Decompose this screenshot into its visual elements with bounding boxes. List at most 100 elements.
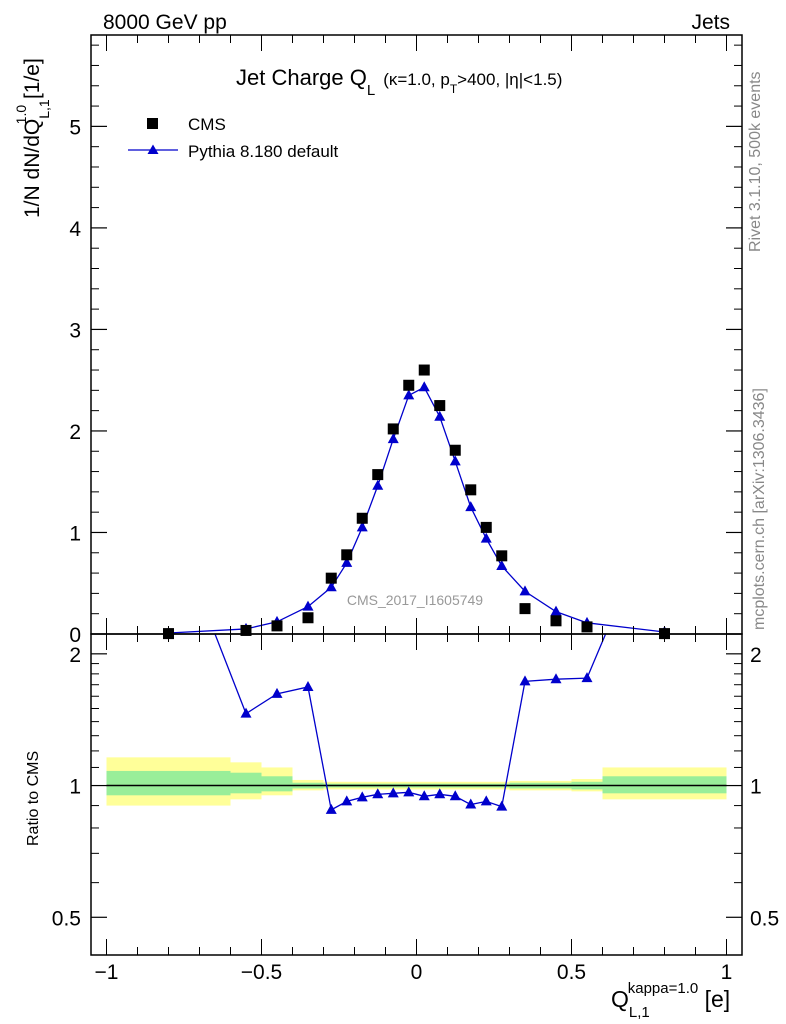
pythia-point xyxy=(356,521,368,532)
cms-point xyxy=(418,364,430,376)
main-y-tick-label: 1 xyxy=(69,522,81,545)
cms-point xyxy=(372,469,384,481)
header-energy-label: 8000 GeV pp xyxy=(103,11,227,34)
ratio-y-tick-label-right: 1 xyxy=(750,776,762,799)
ratio-panel: 0.5 0.5 1 1 2 2 −1 −0.5 0 0.5 1 Ratio to CMS QL,1 k… xyxy=(25,633,779,1021)
rivet-version-label: Rivet 3.1.10, 500k events xyxy=(747,71,764,252)
cms-point xyxy=(449,444,461,456)
ratio-pythia-point xyxy=(418,790,430,801)
ratio-pythia-point xyxy=(581,672,593,683)
main-y-tick-label: 3 xyxy=(69,319,81,342)
ratio-inner-band xyxy=(230,772,262,794)
legend-pythia-label: Pythia 8.180 default xyxy=(188,142,339,161)
xlabel-sub: L,1 xyxy=(629,1004,650,1021)
ratio-pythia-point xyxy=(480,795,492,806)
ylabel-unit: [1/e] xyxy=(21,58,44,105)
cms-point xyxy=(387,423,399,435)
pythia-point xyxy=(496,559,508,570)
cms-point xyxy=(581,621,593,633)
pythia-point xyxy=(449,455,461,466)
title-cond-b: >400, |η|<1.5) xyxy=(457,70,562,89)
xlabel-sup: kappa=1.0 xyxy=(628,980,698,997)
ratio-pythia-point xyxy=(434,788,446,799)
ratio-inner-band xyxy=(261,776,293,792)
pythia-point xyxy=(325,581,337,592)
pythia-point xyxy=(550,605,562,616)
mcplots-label: mcplots.cern.ch [arXiv:1306.3436] xyxy=(751,388,768,630)
plot-title: Jet Charge QL (κ=1.0, pT>400, |η|<1.5) xyxy=(236,65,562,99)
cms-point xyxy=(240,624,252,636)
ratio-pythia-point xyxy=(449,790,461,801)
ratio-pythia-point xyxy=(356,791,368,802)
cms-point xyxy=(519,603,531,615)
ratio-y-tick-label: 2 xyxy=(69,644,81,667)
ratio-pythia-point xyxy=(496,800,508,811)
main-y-tick-label: 5 xyxy=(69,116,81,139)
title-cond-a: (κ=1.0, p xyxy=(383,70,450,89)
cms-point xyxy=(480,521,492,533)
pythia-point xyxy=(465,501,477,512)
ratio-pythia-point xyxy=(240,707,252,718)
pythia-line xyxy=(168,386,665,634)
x-tick-label: 1 xyxy=(721,961,733,984)
x-tick-label: −1 xyxy=(95,961,119,984)
pythia-point xyxy=(434,410,446,421)
legend-pythia-marker xyxy=(147,144,159,154)
cms-point xyxy=(465,484,477,496)
ratio-pythia-line xyxy=(245,677,588,811)
ratio-y-tick-label-right: 2 xyxy=(750,644,762,667)
main-panel: 0 1 2 3 4 5 Jet Charge QL (κ=1.0, pT>400, |η|<… xyxy=(13,34,743,647)
ratio-y-tick-label: 1 xyxy=(69,776,81,799)
pythia-point xyxy=(302,600,314,611)
cms-point xyxy=(550,615,562,627)
ylabel-sub: L,1 xyxy=(36,99,52,119)
cms-point xyxy=(403,379,415,391)
main-y-tick-label: 0 xyxy=(69,624,81,647)
pythia-point xyxy=(403,389,415,400)
legend: CMS Pythia 8.180 default xyxy=(128,115,339,161)
ratio-pythia-point xyxy=(325,803,337,814)
ratio-pythia-point xyxy=(372,788,384,799)
analysis-watermark: CMS_2017_I1605749 xyxy=(347,592,483,608)
ratio-inner-band xyxy=(602,776,727,794)
cms-point xyxy=(341,549,353,561)
ratio-pythia-point xyxy=(403,786,415,797)
main-y-axis-label: 1/N dN/dQL,1 1.0 [1/e] xyxy=(13,58,52,218)
x-axis-label: QL,1 kappa=1.0 [e] xyxy=(611,980,730,1021)
ratio-pythia-point xyxy=(387,787,399,798)
ratio-pythia-point xyxy=(271,687,283,698)
main-y-tick-label: 2 xyxy=(69,421,81,444)
ratio-pythia-point xyxy=(465,798,477,809)
pythia-point xyxy=(387,433,399,444)
cms-point xyxy=(496,550,508,562)
ratio-y-axis-label: Ratio to CMS xyxy=(25,751,42,846)
xlabel-unit: [e] xyxy=(698,986,730,1012)
pythia-point xyxy=(519,585,531,596)
pythia-point xyxy=(418,381,430,392)
pythia-point xyxy=(341,556,353,567)
ratio-y-tick-label: 0.5 xyxy=(52,907,81,930)
cms-point xyxy=(271,620,283,632)
ratio-y-tick-label-right: 0.5 xyxy=(750,907,779,930)
xlabel-main: Q xyxy=(611,986,629,1012)
ratio-pythia-point xyxy=(341,795,353,806)
cms-point xyxy=(302,612,314,624)
legend-cms-marker xyxy=(147,118,158,129)
ratio-offscale-line xyxy=(214,633,247,714)
ylabel-main: 1/N dN/dQ xyxy=(21,119,44,218)
cms-point xyxy=(356,512,368,524)
cms-point xyxy=(434,400,446,412)
ratio-pythia-point xyxy=(519,675,531,686)
x-tick-label: 0 xyxy=(411,961,423,984)
title-main: Jet Charge Q xyxy=(236,65,367,90)
cms-point xyxy=(325,572,337,584)
title-cond-sub: T xyxy=(450,82,458,96)
pythia-point xyxy=(480,532,492,543)
pythia-point xyxy=(372,479,384,490)
ratio-pythia-point xyxy=(550,673,562,684)
header-category-label: Jets xyxy=(691,11,730,34)
ratio-pythia-point xyxy=(302,680,314,691)
x-tick-label: −0.5 xyxy=(241,961,282,984)
main-y-tick-label: 4 xyxy=(69,218,81,241)
